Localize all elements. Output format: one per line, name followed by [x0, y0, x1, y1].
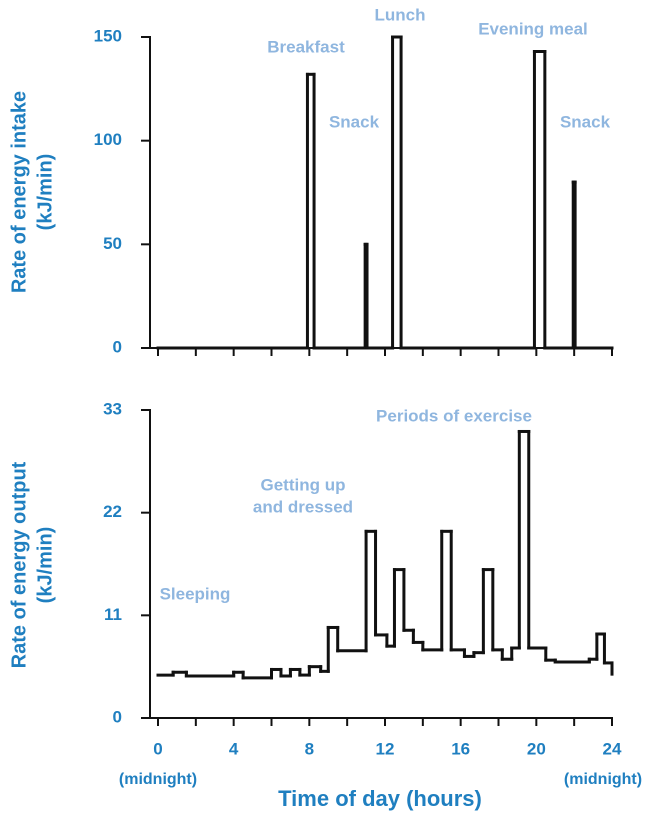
annotation: Evening meal — [478, 19, 588, 38]
annotation: Breakfast — [267, 37, 345, 56]
annotation: Periods of exercise — [376, 406, 532, 425]
annotation: Getting up — [261, 475, 346, 494]
x-axis-title: Time of day (hours) — [278, 786, 482, 811]
x-tick-label: 16 — [451, 739, 470, 758]
x-end-label: (midnight) — [564, 771, 642, 788]
x-tick-label: 8 — [305, 739, 314, 758]
y-axis-title: Rate of energy intake — [8, 91, 30, 293]
annotation: Snack — [560, 112, 611, 131]
annotation: Snack — [329, 112, 380, 131]
x-end-label: (midnight) — [119, 771, 197, 788]
y-tick-label: 0 — [113, 337, 122, 356]
annotation: Sleeping — [160, 584, 231, 603]
x-tick-label: 12 — [376, 739, 395, 758]
annotation: and dressed — [253, 497, 353, 516]
y-axis-title: (kJ/min) — [34, 527, 56, 604]
y-tick-label: 33 — [103, 399, 122, 418]
x-tick-label: 20 — [527, 739, 546, 758]
x-tick-label: 4 — [229, 739, 239, 758]
x-tick-label: 24 — [603, 739, 622, 758]
y-axis-title: (kJ/min) — [34, 154, 56, 231]
y-tick-label: 150 — [94, 26, 122, 45]
y-tick-label: 0 — [113, 707, 122, 726]
y-tick-label: 22 — [103, 502, 122, 521]
y-tick-label: 11 — [104, 605, 122, 624]
y-axis-title: Rate of energy output — [8, 461, 30, 668]
y-tick-label: 50 — [103, 234, 122, 253]
x-tick-label: 0 — [153, 739, 162, 758]
y-tick-label: 100 — [94, 130, 122, 149]
annotation: Lunch — [375, 5, 426, 24]
